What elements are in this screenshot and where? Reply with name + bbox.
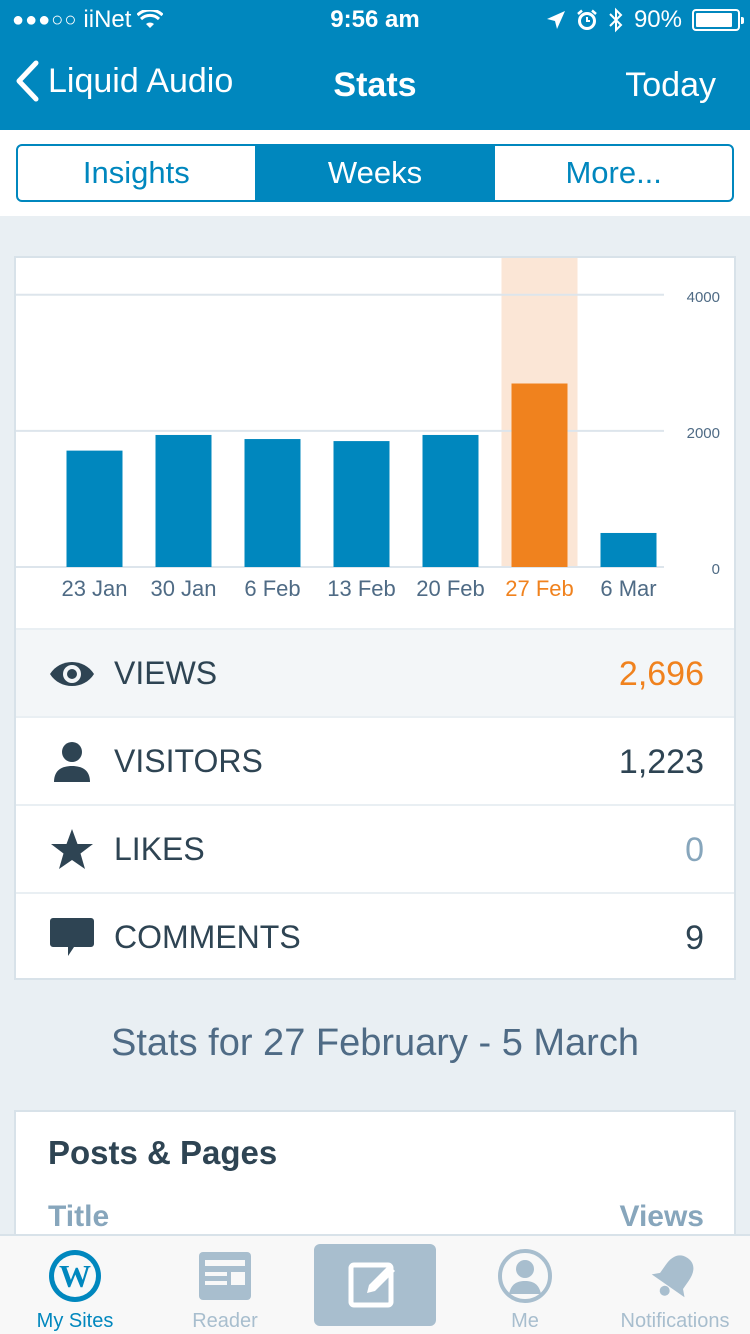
chart-bar	[155, 434, 212, 567]
segment-insights[interactable]: Insights	[82, 155, 190, 190]
stat-value-likes: 0	[685, 831, 704, 869]
tab-my-sites[interactable]: W My Sites	[0, 1236, 150, 1334]
stat-value-visitors: 1,223	[618, 743, 704, 781]
back-button[interactable]: Liquid Audio	[14, 60, 233, 102]
y-tick-label: 0	[712, 561, 720, 578]
posts-pages-title: Posts & Pages	[48, 1134, 278, 1171]
battery-percent: 90%	[633, 6, 682, 33]
x-tick-label: 20 Feb	[416, 576, 485, 601]
x-tick-label: 6 Feb	[244, 576, 300, 601]
period-segmented-control: Insights Weeks More...	[16, 144, 734, 202]
battery-icon	[692, 9, 744, 31]
comment-icon	[50, 918, 94, 956]
stat-label-comments: COMMENTS	[114, 919, 301, 955]
write-post-button[interactable]	[314, 1244, 436, 1326]
status-left: ●●●○○ iiNet	[12, 6, 164, 34]
tab-label-my-sites: My Sites	[36, 1310, 114, 1332]
weekly-views-chart: 4000 2000 0 23 Jan 30 Jan 6 Feb 13 Feb 20 Feb 27…	[16, 258, 720, 601]
header: ●●●○○ iiNet 9:56 am 90%	[0, 0, 750, 130]
column-header-views: Views	[619, 1200, 704, 1233]
person-icon	[54, 742, 90, 782]
alarm-icon	[577, 9, 597, 30]
location-arrow-icon	[546, 11, 565, 29]
tab-bar: W My Sites Reader Me	[0, 1234, 750, 1334]
tab-label-notifications: Notifications	[620, 1310, 730, 1332]
page-title: Stats	[333, 66, 417, 104]
write-icon	[348, 1262, 395, 1308]
stat-value-views: 2,696	[618, 655, 704, 693]
period-selector-bar: Insights Weeks More...	[0, 130, 750, 216]
stat-row-visitors[interactable]: VISITORS 1,223	[16, 716, 734, 804]
chart-bar	[600, 532, 657, 567]
tab-label-reader: Reader	[192, 1310, 258, 1332]
today-button[interactable]: Today	[625, 66, 716, 104]
chart-bar	[422, 434, 479, 567]
status-bar: ●●●○○ iiNet 9:56 am 90%	[0, 0, 750, 40]
y-tick-label: 4000	[687, 289, 720, 306]
bluetooth-icon	[609, 7, 623, 33]
wifi-icon	[137, 10, 164, 28]
chart-bar	[511, 383, 568, 567]
x-tick-label: 13 Feb	[327, 576, 396, 601]
chart-bar	[333, 441, 390, 567]
tab-reader[interactable]: Reader	[150, 1236, 300, 1334]
star-icon	[51, 829, 93, 869]
chevron-left-icon	[16, 60, 39, 102]
status-time: 9:56 am	[330, 6, 420, 33]
stats-period-heading: Stats for 27 February - 5 March	[111, 1022, 639, 1064]
stat-label-visitors: VISITORS	[114, 743, 263, 779]
chart-bar	[66, 450, 123, 567]
segment-weeks[interactable]: Weeks	[254, 146, 494, 200]
reader-icon	[199, 1252, 251, 1300]
stat-value-comments: 9	[685, 919, 704, 957]
bell-icon	[651, 1255, 694, 1298]
tab-me[interactable]: Me	[450, 1236, 600, 1334]
tab-notifications[interactable]: Notifications	[600, 1236, 750, 1334]
x-tick-label: 30 Jan	[150, 576, 216, 601]
stat-label-views: VIEWS	[114, 655, 218, 691]
carrier-label: iiNet	[83, 6, 132, 33]
x-tick-label: 23 Jan	[61, 576, 127, 601]
stats-card: 4000 2000 0 23 Jan 30 Jan 6 Feb 13 Feb 20 Feb 27…	[14, 256, 736, 980]
y-tick-label: 2000	[687, 425, 720, 442]
eye-icon	[50, 662, 94, 686]
tab-label-me: Me	[511, 1310, 539, 1332]
stat-row-comments[interactable]: COMMENTS 9	[16, 892, 734, 980]
chart-bar	[244, 439, 301, 567]
stat-row-views[interactable]: VIEWS 2,696	[16, 628, 734, 716]
segment-more[interactable]: More...	[493, 146, 732, 200]
navigation-bar: Liquid Audio Stats Today	[0, 40, 750, 130]
x-tick-label: 6 Mar	[600, 576, 656, 601]
wordpress-icon: W	[49, 1250, 101, 1302]
battery-fill	[696, 13, 732, 27]
svg-text:W: W	[59, 1258, 91, 1294]
status-right: 90%	[546, 6, 744, 34]
me-icon	[498, 1249, 552, 1303]
column-header-title: Title	[48, 1200, 110, 1233]
x-tick-label: 27 Feb	[505, 576, 574, 601]
back-button-label: Liquid Audio	[48, 61, 234, 100]
stat-label-likes: LIKES	[114, 831, 205, 867]
stat-row-likes[interactable]: LIKES 0	[16, 804, 734, 892]
signal-strength-indicator: ●●●○○	[12, 8, 78, 31]
